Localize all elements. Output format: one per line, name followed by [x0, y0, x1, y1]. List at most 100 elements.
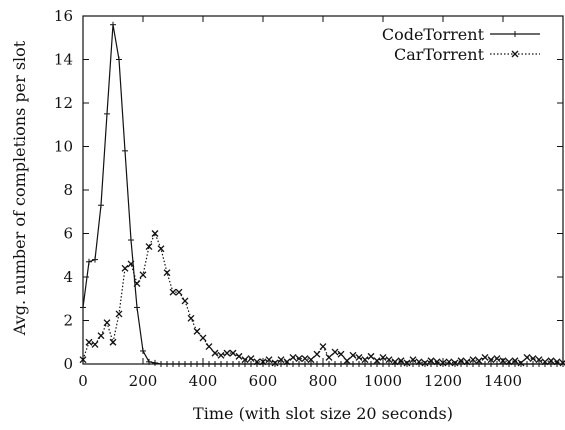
- data-point-cartorrent-b: [403, 359, 411, 367]
- data-point-cartorrent: [295, 355, 303, 363]
- data-point-cartorrent: [241, 356, 249, 364]
- data-point-cartorrent-b: [133, 280, 141, 287]
- data-point-cartorrent: [397, 357, 405, 365]
- data-point-cartorrent-b: [487, 356, 495, 364]
- y-tick-label: 4: [63, 268, 73, 286]
- data-point-cartorrent: [409, 356, 417, 364]
- data-point-cartorrent-b: [511, 357, 519, 365]
- data-point-cartorrent-b: [223, 349, 231, 357]
- plot-layer: [79, 21, 565, 367]
- data-point-cartorrent-b: [151, 230, 159, 237]
- data-point-cartorrent: [517, 359, 525, 367]
- legend-marker-cartorrent-b: [511, 50, 519, 58]
- data-point-codetorrent: [86, 258, 92, 265]
- data-point-cartorrent: [271, 359, 279, 367]
- data-point-cartorrent: [451, 359, 459, 367]
- data-point-cartorrent: [325, 354, 333, 361]
- data-point-cartorrent-b: [331, 348, 339, 356]
- data-point-cartorrent-b: [265, 356, 273, 364]
- data-point-cartorrent: [331, 348, 339, 356]
- y-tick-label: 16: [54, 7, 73, 25]
- data-point-cartorrent: [337, 350, 345, 358]
- data-point-cartorrent-b: [175, 288, 183, 296]
- data-point-cartorrent: [487, 356, 495, 364]
- data-point-cartorrent: [235, 352, 243, 360]
- data-point-cartorrent: [427, 357, 435, 365]
- data-point-cartorrent: [199, 334, 207, 342]
- data-point-codetorrent: [122, 147, 128, 154]
- data-point-cartorrent-b: [121, 264, 129, 272]
- x-axis-title: Time (with slot size 20 seconds): [193, 404, 453, 423]
- data-point-cartorrent-b: [385, 356, 393, 364]
- data-point-cartorrent-b: [193, 327, 201, 335]
- data-point-cartorrent-b: [421, 359, 429, 367]
- data-point-cartorrent: [547, 357, 555, 365]
- data-point-cartorrent: [307, 356, 315, 364]
- series-line-cartorrent: [82, 231, 564, 364]
- data-point-cartorrent-b: [355, 354, 363, 361]
- series-line-codetorrent: [82, 24, 563, 365]
- data-point-codetorrent: [110, 21, 116, 28]
- data-point-cartorrent-b: [127, 260, 135, 268]
- data-point-cartorrent-b: [523, 354, 531, 361]
- data-point-cartorrent: [121, 264, 129, 272]
- data-point-codetorrent: [116, 56, 122, 63]
- axes-layer: 0 200 400 600 800 1000 1200 1400 0 2 4 6 8 10 12 14 16: [54, 7, 564, 390]
- plot-frame: [82, 15, 564, 365]
- data-point-cartorrent-b: [109, 338, 117, 346]
- data-point-cartorrent-b: [235, 352, 243, 360]
- data-point-cartorrent-b: [481, 354, 489, 361]
- data-point-cartorrent: [247, 355, 255, 363]
- data-point-cartorrent-b: [397, 357, 405, 365]
- data-point-codetorrent: [152, 359, 158, 366]
- data-point-codetorrent: [134, 304, 140, 311]
- data-point-cartorrent: [97, 332, 105, 340]
- data-point-cartorrent: [145, 243, 153, 251]
- data-point-cartorrent-b: [277, 356, 285, 364]
- data-point-cartorrent: [127, 260, 135, 268]
- data-point-cartorrent-b: [217, 351, 225, 359]
- data-point-cartorrent-b: [535, 356, 543, 364]
- data-point-codetorrent: [104, 110, 110, 117]
- data-point-cartorrent: [481, 354, 489, 361]
- data-point-cartorrent: [211, 349, 219, 357]
- data-point-cartorrent: [385, 356, 393, 364]
- y-tick-label: 6: [63, 225, 73, 243]
- data-point-cartorrent-b: [181, 297, 189, 305]
- data-point-cartorrent-b: [103, 319, 111, 327]
- data-point-cartorrent-b: [325, 354, 333, 361]
- data-point-cartorrent-b: [427, 357, 435, 365]
- data-point-cartorrent-b: [469, 356, 477, 364]
- data-point-cartorrent-b: [139, 271, 147, 279]
- data-point-cartorrent-b: [493, 355, 501, 363]
- x-tick-label: 1200: [424, 372, 462, 390]
- data-point-cartorrent-b: [169, 288, 177, 296]
- data-point-cartorrent-b: [163, 269, 171, 277]
- data-point-cartorrent: [205, 343, 213, 351]
- data-point-cartorrent: [151, 230, 159, 237]
- x-tick-label: 600: [249, 372, 278, 390]
- data-point-cartorrent-b: [247, 355, 255, 363]
- data-point-cartorrent-b: [367, 352, 375, 360]
- data-point-cartorrent: [103, 319, 111, 327]
- data-point-codetorrent: [98, 202, 104, 209]
- data-point-cartorrent: [361, 356, 369, 364]
- data-point-cartorrent: [193, 327, 201, 335]
- data-point-cartorrent: [319, 343, 327, 351]
- data-point-cartorrent: [457, 357, 465, 365]
- data-point-cartorrent: [373, 357, 381, 365]
- data-point-codetorrent: [140, 347, 146, 354]
- data-point-cartorrent-b: [475, 357, 483, 365]
- data-point-cartorrent-b: [271, 359, 279, 367]
- data-point-cartorrent-b: [319, 343, 327, 351]
- legend-label-codetorrent: CodeTorrent: [382, 25, 485, 44]
- data-point-cartorrent-b: [91, 340, 99, 348]
- x-tick-label: 800: [309, 372, 338, 390]
- data-point-cartorrent-b: [97, 332, 105, 340]
- data-point-cartorrent: [265, 356, 273, 364]
- data-point-cartorrent-b: [199, 334, 207, 342]
- x-tick-label: 1400: [484, 372, 522, 390]
- x-tick-label: 400: [189, 372, 218, 390]
- data-point-cartorrent: [529, 355, 537, 363]
- data-point-cartorrent-b: [337, 350, 345, 358]
